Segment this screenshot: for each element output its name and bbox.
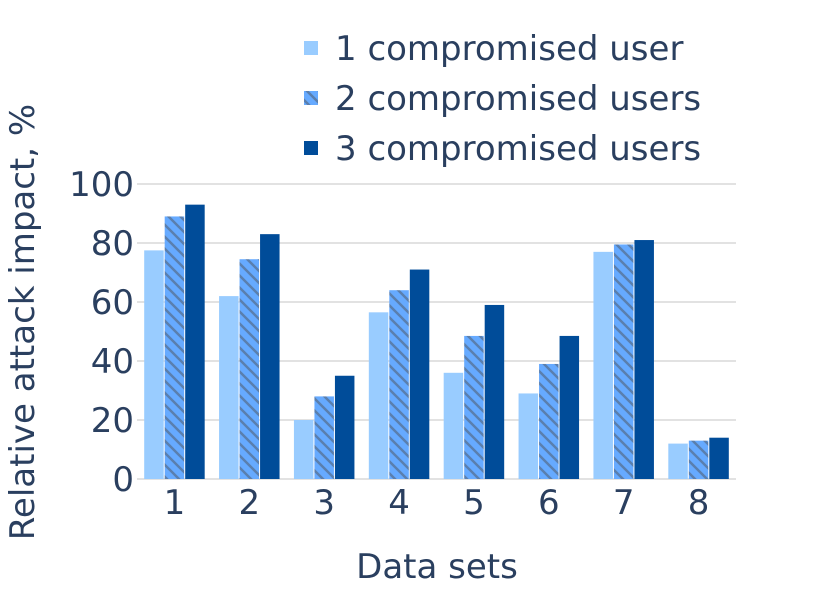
bar-series-3-cat-3 — [334, 375, 355, 479]
x-axis-ticks: 1 2 3 4 5 6 7 8 — [164, 483, 710, 523]
bar-series-2-cat-5 — [464, 335, 484, 479]
x-axis-title: Data sets — [356, 547, 518, 587]
y-tick-label: 100 — [69, 165, 134, 205]
bar-series-2-cat-7 — [613, 244, 634, 479]
y-tick-label: 20 — [91, 401, 134, 441]
bar-series-2-cat-2 — [239, 259, 260, 479]
bar-series-3-cat-8 — [709, 437, 729, 479]
x-tick-label: 3 — [313, 483, 335, 523]
y-tick-label: 0 — [112, 460, 134, 500]
x-tick-label: 7 — [613, 483, 635, 523]
bar-series-1-cat-8 — [668, 443, 688, 479]
legend-swatch — [304, 141, 318, 155]
x-tick-label: 5 — [463, 483, 485, 523]
legend-swatch — [304, 41, 318, 55]
y-axis-ticks: 0 20 40 60 80 100 — [69, 165, 134, 500]
legend-label: 2 compromised users — [335, 79, 701, 119]
bar-series-2-cat-4 — [389, 290, 409, 479]
x-tick-label: 4 — [388, 483, 410, 523]
legend-label: 1 compromised user — [335, 29, 683, 69]
bar-series-3-cat-2 — [260, 234, 280, 479]
y-tick-label: 80 — [91, 224, 134, 264]
bars — [144, 204, 729, 479]
legend-label: 3 compromised users — [335, 129, 701, 169]
bar-series-1-cat-6 — [518, 393, 539, 479]
y-tick-label: 60 — [91, 283, 134, 323]
bar-series-1-cat-1 — [144, 250, 164, 479]
legend-swatch — [304, 91, 318, 105]
bar-series-1-cat-7 — [593, 251, 613, 479]
bar-series-2-cat-1 — [164, 216, 185, 479]
bar-series-3-cat-4 — [409, 269, 430, 479]
bar-series-2-cat-8 — [688, 440, 709, 479]
x-tick-label: 8 — [688, 483, 710, 523]
bar-series-3-cat-6 — [559, 335, 580, 479]
bar-series-1-cat-4 — [368, 312, 389, 479]
y-tick-label: 40 — [91, 342, 134, 382]
x-tick-label: 1 — [164, 483, 186, 523]
legend: 1 compromised user 2 compromised users 3 c… — [304, 29, 701, 169]
bar-series-1-cat-5 — [443, 372, 464, 479]
bar-series-3-cat-1 — [185, 204, 205, 479]
bar-series-2-cat-3 — [314, 396, 334, 479]
bar-series-1-cat-3 — [293, 420, 314, 479]
y-axis-title: Relative attack impact, % — [3, 104, 43, 540]
x-tick-label: 6 — [538, 483, 560, 523]
bar-series-2-cat-6 — [539, 363, 559, 479]
bar-series-3-cat-5 — [484, 304, 505, 479]
bar-series-3-cat-7 — [634, 240, 654, 479]
bar-series-1-cat-2 — [219, 296, 239, 479]
x-tick-label: 2 — [238, 483, 260, 523]
